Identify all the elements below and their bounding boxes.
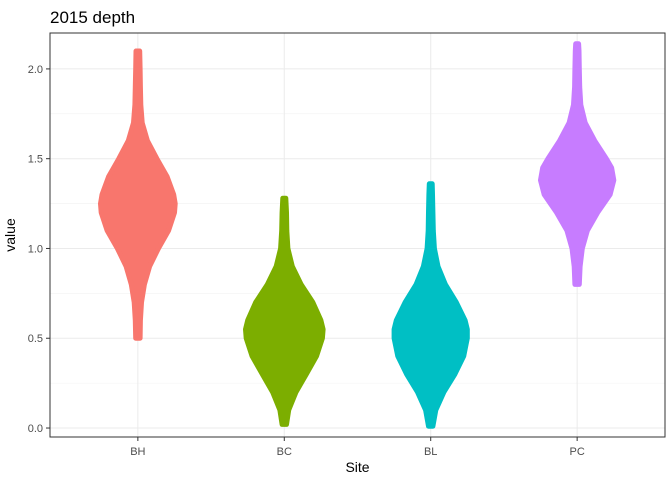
plot-border bbox=[49, 32, 666, 438]
y-tick-label: 1.5 bbox=[28, 154, 43, 166]
y-tick-label: 2.0 bbox=[28, 64, 43, 76]
y-tick-label: 1.0 bbox=[28, 243, 43, 255]
violin-bc bbox=[243, 195, 326, 427]
x-tick-label: BH bbox=[130, 446, 145, 458]
x-tick-label: BL bbox=[424, 446, 437, 458]
chart-title: 2015 depth bbox=[50, 8, 135, 27]
violin-bh bbox=[98, 48, 178, 341]
violins bbox=[98, 41, 617, 429]
axes: 0.0 0.5 1.0 1.5 2.0 BH BC BL PC bbox=[28, 64, 585, 458]
x-tick-label: PC bbox=[570, 446, 585, 458]
y-tick-label: 0.0 bbox=[28, 423, 43, 435]
x-axis-label: Site bbox=[345, 459, 369, 475]
y-axis-label: value bbox=[2, 218, 18, 252]
violin-pc bbox=[538, 41, 617, 287]
x-tick-label: BC bbox=[277, 446, 292, 458]
y-tick-label: 0.5 bbox=[28, 333, 43, 345]
violin-bl bbox=[391, 181, 470, 429]
